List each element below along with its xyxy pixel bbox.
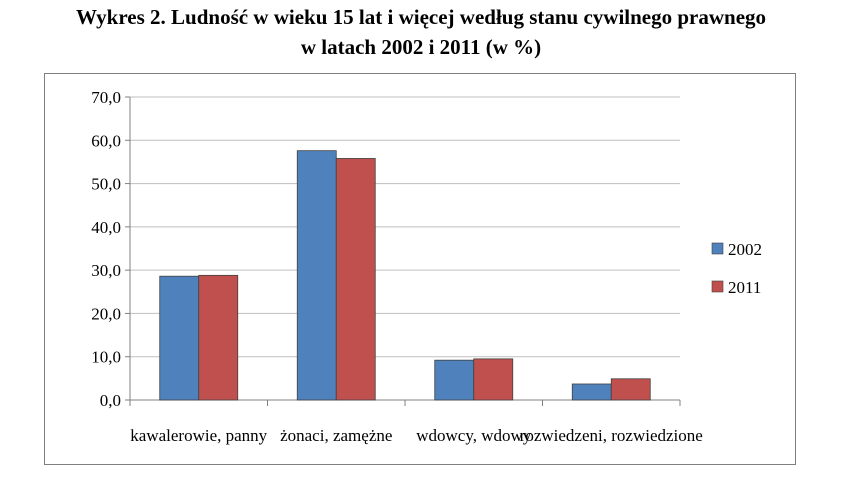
bar-2011-2 [335, 158, 376, 401]
legend: 2002 2011 [711, 240, 762, 297]
legend-swatch-2002 [711, 242, 724, 255]
y-tick-label: 0,0 [100, 391, 121, 410]
bar-2011-3 [473, 358, 514, 401]
bar-2002-1 [159, 275, 200, 401]
bar-2011-4 [610, 378, 651, 401]
chart-title-line-1: Wykres 2. Ludność w wieku 15 lat i więce… [75, 5, 767, 29]
y-tick-label: 20,0 [91, 304, 121, 323]
y-tick-label: 40,0 [91, 218, 121, 237]
y-tick-label: 30,0 [91, 261, 121, 280]
bar-2011-1 [198, 274, 239, 401]
legend-label-2011: 2011 [728, 278, 761, 297]
x-category-label: rozwiedzeni, rozwiedzione [520, 426, 703, 445]
bar-2002-4 [571, 383, 612, 401]
bar-2002-2 [296, 150, 337, 401]
y-tick-label: 70,0 [91, 88, 121, 107]
bars [159, 150, 651, 401]
y-tick-label: 50,0 [91, 175, 121, 194]
y-tick-labels: 0,0 10,0 20,0 30,0 40,0 50,0 60,0 70,0 [91, 88, 121, 410]
chart-frame [44, 73, 796, 465]
legend-label-2002: 2002 [728, 240, 762, 259]
y-tick-label: 60,0 [91, 131, 121, 150]
x-category-labels: kawalerowie, panny żonaci, zamężne wdowcy,… [130, 426, 703, 445]
y-tick-label: 10,0 [91, 348, 121, 367]
chart-title-line-2: w latach 2002 i 2011 (w %) [300, 35, 542, 59]
bar-2002-3 [434, 359, 475, 401]
x-category-label: kawalerowie, panny [130, 426, 267, 445]
legend-swatch-2011 [711, 280, 724, 293]
chart-title: Wykres 2. Ludność w wieku 15 lat i więce… [0, 2, 842, 62]
x-category-label: wdowcy, wdowy [416, 426, 532, 445]
x-category-label: żonaci, zamężne [280, 426, 392, 445]
